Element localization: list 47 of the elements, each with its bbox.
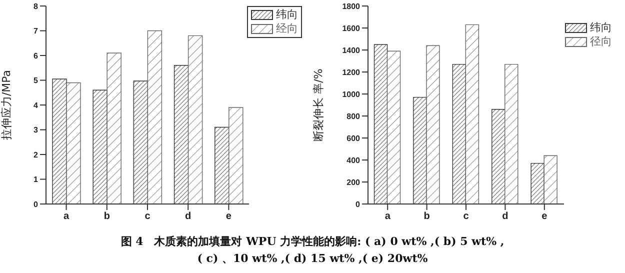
y-tick-label: 800 xyxy=(346,112,361,121)
x-tick-label: c xyxy=(463,211,470,222)
y-tick-label: 1600 xyxy=(342,24,361,33)
y-axis-title: 拉伸应力/MPa xyxy=(0,70,13,140)
x-tick-label: c xyxy=(144,211,151,222)
x-tick-label: e xyxy=(226,211,232,222)
text: 纬向 xyxy=(590,21,612,35)
x-tick-label: b xyxy=(104,211,110,222)
text: 经向 xyxy=(276,22,298,36)
bar xyxy=(228,107,244,204)
bar xyxy=(106,52,122,204)
y-tick-label: 2 xyxy=(34,150,39,160)
y-tick-label: 1400 xyxy=(342,46,361,55)
bar xyxy=(504,64,518,204)
y-tick-label: 6 xyxy=(34,51,39,60)
x-tick-label: a xyxy=(64,211,70,222)
x-tick-label: e xyxy=(542,211,548,222)
y-tick-label: 1000 xyxy=(342,90,361,99)
y-tick-label: 200 xyxy=(346,178,361,187)
y-axis-title: 断裂伸长 率/% xyxy=(312,68,325,142)
y-tick-label: 7 xyxy=(34,26,39,36)
y-tick-label: 4 xyxy=(34,100,39,110)
bar xyxy=(188,35,203,204)
bar xyxy=(147,30,162,204)
bar xyxy=(465,24,480,204)
text: 径向 xyxy=(590,35,612,49)
bar xyxy=(426,45,440,204)
y-tick-label: 3 xyxy=(34,126,39,135)
x-tick-label: d xyxy=(502,211,508,222)
y-tick-label: 400 xyxy=(346,156,361,165)
bar xyxy=(544,155,558,204)
x-tick-label: b xyxy=(424,211,430,222)
y-tick-label: 5 xyxy=(34,76,39,86)
y-tick-label: 1800 xyxy=(342,2,361,11)
caption: 图 4 木质素的加填量对 WPU 力学性能的影响: ( a) 0 wt% ,( b) 5 wt% , xyxy=(120,234,506,250)
text: 纬向 xyxy=(276,8,298,22)
bar xyxy=(386,50,401,204)
x-tick-label: a xyxy=(384,211,391,222)
y-tick-label: 0 xyxy=(356,200,361,209)
bar xyxy=(66,82,81,204)
y-tick-label: 1 xyxy=(34,175,39,184)
y-tick-label: 0 xyxy=(34,200,39,209)
x-tick-label: d xyxy=(185,211,192,222)
y-tick-label: 8 xyxy=(34,2,39,11)
y-tick-label: 600 xyxy=(346,134,361,143)
y-tick-label: 1200 xyxy=(342,68,361,77)
text: ( c) 、10 wt% ,( d) 15 wt% ,( e) 20wt% xyxy=(196,251,429,267)
